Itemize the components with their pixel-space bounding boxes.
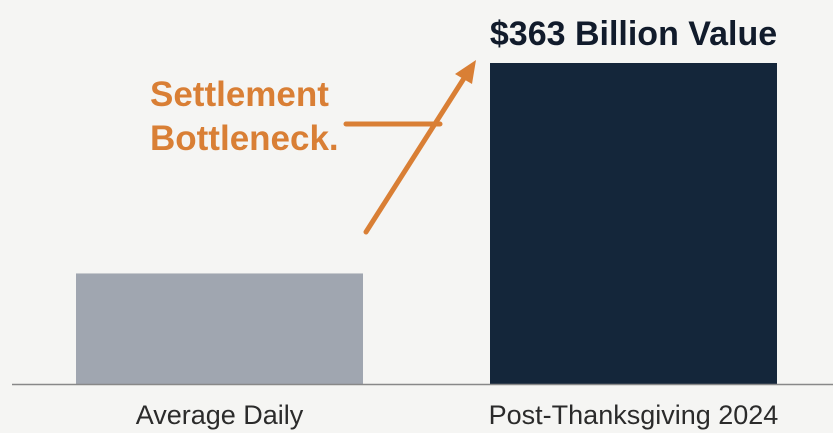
category-labels: Average Daily Post-Thanksgiving 2024 [136,400,779,430]
annotation-line-2: Bottleneck. [150,119,339,158]
bar-0 [76,273,363,384]
annotation-group: Settlement Bottleneck. [150,60,476,235]
category-label-0: Average Daily [136,400,304,430]
category-label-1: Post-Thanksgiving 2024 [489,400,779,430]
bar-1 [490,63,777,384]
value-label-1: $363 Billion Value [490,15,777,53]
value-labels: $363 Billion Value [490,15,777,53]
annotation-line-1: Settlement [150,75,329,114]
annotation-arrow-head [455,60,476,84]
annotation-arrow-shaft [363,69,471,235]
bars-group [76,63,777,384]
